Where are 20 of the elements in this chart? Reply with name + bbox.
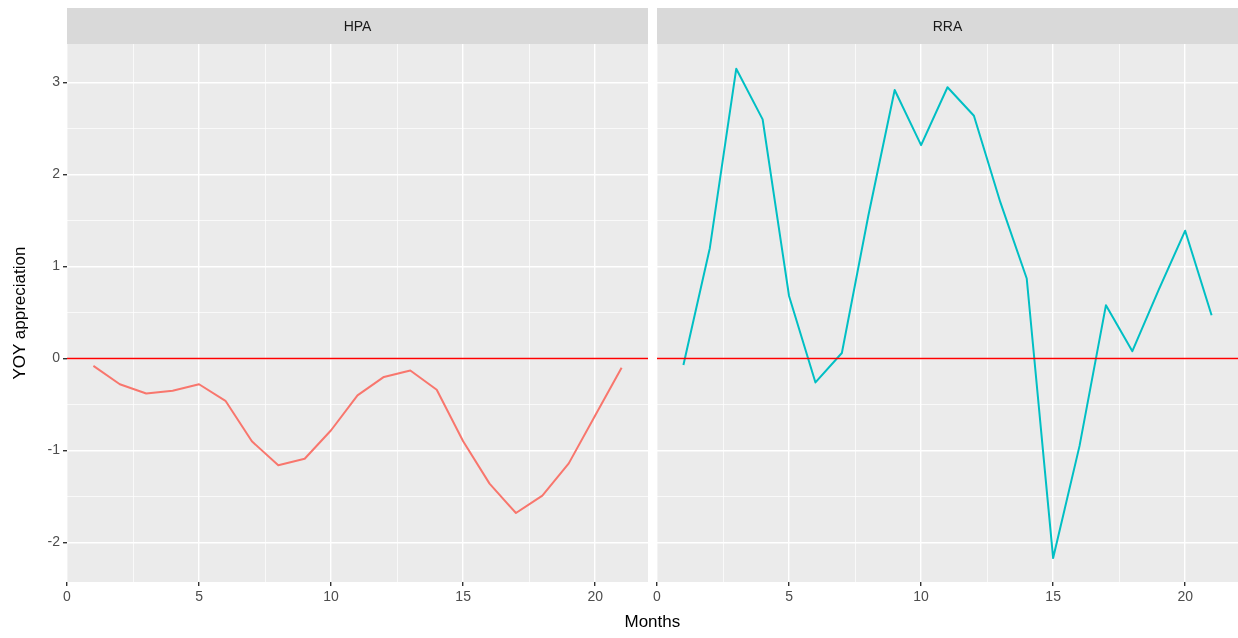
y-tick-label: 2 [52,165,61,182]
chart-title: RRA [657,8,1238,44]
x-tick-label: 5 [785,588,794,605]
x-tick-label: 15 [455,588,472,605]
x-tick-label: 20 [587,588,604,605]
y-tick-label: -1 [47,441,61,458]
x-tick-label: 10 [913,588,930,605]
y-tick-label: 0 [52,349,61,366]
x-axis-title: Months [624,612,681,632]
chart-title: HPA [67,8,648,44]
y-axis-title: YOY appreciation [9,246,30,380]
x-tick-label: 15 [1045,588,1062,605]
y-tick-label: -2 [47,533,61,550]
x-tick-label: 10 [323,588,340,605]
x-tick-label: 20 [1177,588,1194,605]
y-tick-label: 3 [52,73,61,90]
x-tick-label: 0 [653,588,662,605]
y-tick-label: 1 [52,257,61,274]
x-tick-label: 5 [195,588,204,605]
x-tick-label: 0 [63,588,72,605]
